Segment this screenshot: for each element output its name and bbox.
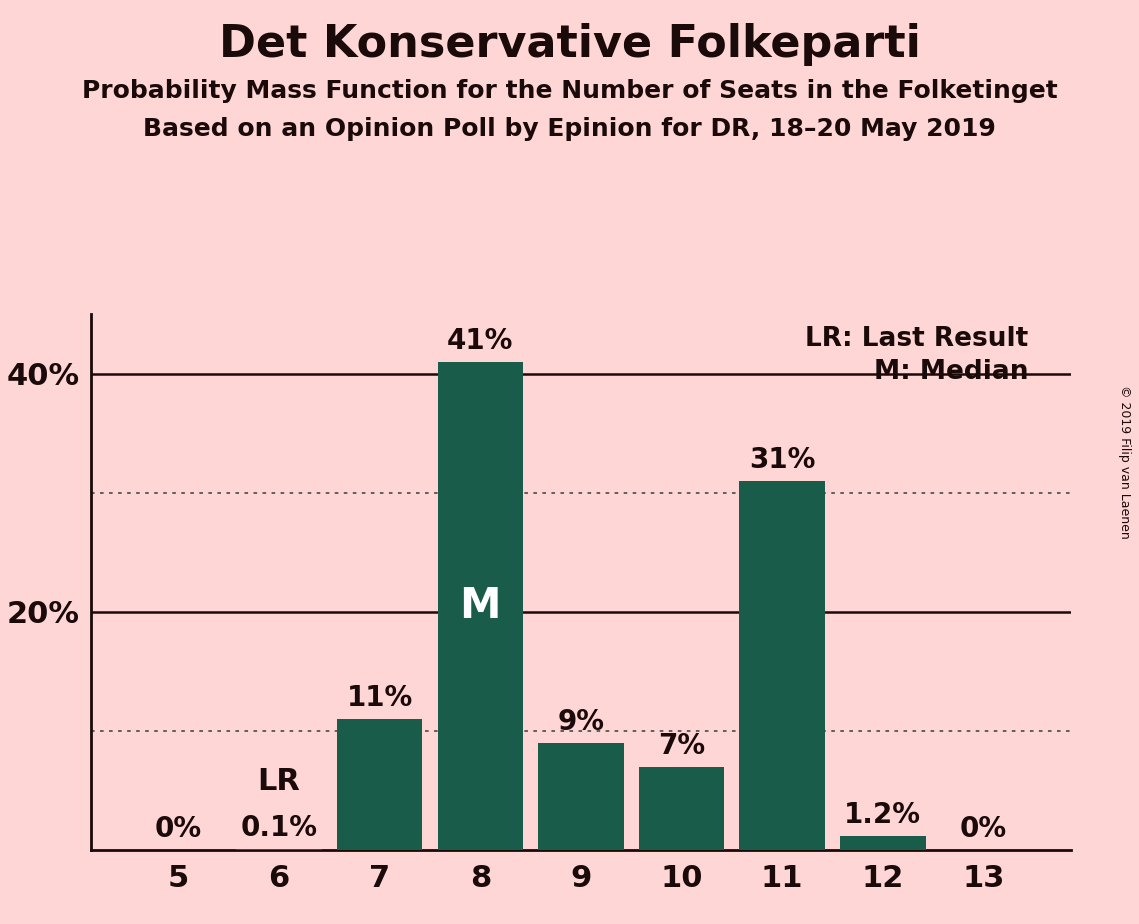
Text: M: M xyxy=(459,585,501,627)
Bar xyxy=(639,767,724,850)
Text: 7%: 7% xyxy=(658,732,705,760)
Text: 1.2%: 1.2% xyxy=(844,800,921,829)
Text: LR: LR xyxy=(257,768,301,796)
Text: 0%: 0% xyxy=(960,815,1007,843)
Bar xyxy=(236,849,322,850)
Bar xyxy=(337,719,423,850)
Text: 9%: 9% xyxy=(557,708,605,736)
Text: Probability Mass Function for the Number of Seats in the Folketinget: Probability Mass Function for the Number… xyxy=(82,79,1057,103)
Text: 31%: 31% xyxy=(749,445,816,474)
Bar xyxy=(437,362,523,850)
Text: Det Konservative Folkeparti: Det Konservative Folkeparti xyxy=(219,23,920,67)
Text: © 2019 Filip van Laenen: © 2019 Filip van Laenen xyxy=(1118,385,1131,539)
Text: 0%: 0% xyxy=(155,815,202,843)
Text: LR: Last Result: LR: Last Result xyxy=(805,326,1029,352)
Bar xyxy=(839,836,926,850)
Text: 11%: 11% xyxy=(346,684,412,711)
Text: M: Median: M: Median xyxy=(874,359,1029,385)
Bar xyxy=(538,743,624,850)
Text: Based on an Opinion Poll by Epinion for DR, 18–20 May 2019: Based on an Opinion Poll by Epinion for … xyxy=(144,117,995,141)
Text: 0.1%: 0.1% xyxy=(240,814,318,842)
Text: 41%: 41% xyxy=(448,327,514,355)
Bar xyxy=(739,480,825,850)
